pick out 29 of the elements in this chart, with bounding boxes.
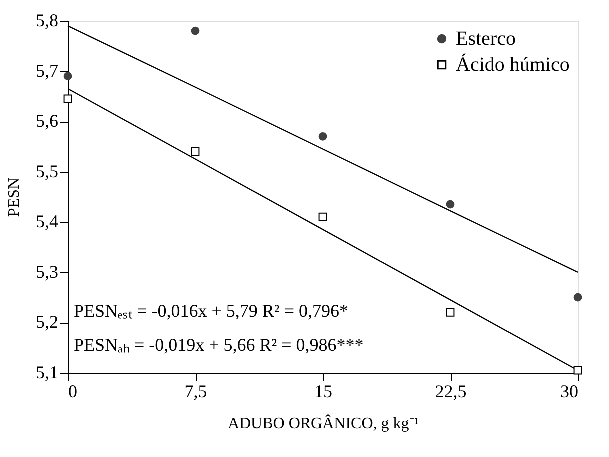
y-tick-label: 5,3 [36,262,58,282]
y-tick-label: 5,5 [36,161,58,182]
point [318,212,328,222]
point [446,308,455,317]
y-tick-label: 5,1 [36,362,58,382]
point [64,72,72,81]
y-tick-label: 5,2 [36,312,58,332]
legend-label: Esterco [456,28,516,50]
x-tick-label: 15 [314,382,332,402]
annotation: PESNₑₛₜ = -0,016x + 5,79 R² = 0,796* [74,301,348,321]
point [446,200,455,209]
point [64,94,72,104]
legend-label: Ácido húmico [456,53,570,76]
y-tick-label: 5,7 [36,60,58,81]
point [191,26,200,36]
y-tick-label: 5,8 [36,10,58,30]
x-tick-label: 22,5 [435,382,467,402]
point [191,148,200,156]
x-tick-label: 30 [560,382,578,402]
x-axis-title: ADUBO ORGÂNICO, g kg⁻¹ [228,414,420,432]
point [574,366,582,375]
x-tick-label: 0 [68,382,78,402]
point [318,132,328,141]
annotation: PESNₐₕ = -0,019x + 5,66 R² = 0,986*** [74,335,364,355]
y-tick-label: 5,4 [36,212,58,232]
y-axis-title: PESN [6,177,23,218]
y-tick-label: 5,6 [36,111,58,132]
x-tick-label: 7,5 [184,382,208,402]
point [574,293,582,302]
